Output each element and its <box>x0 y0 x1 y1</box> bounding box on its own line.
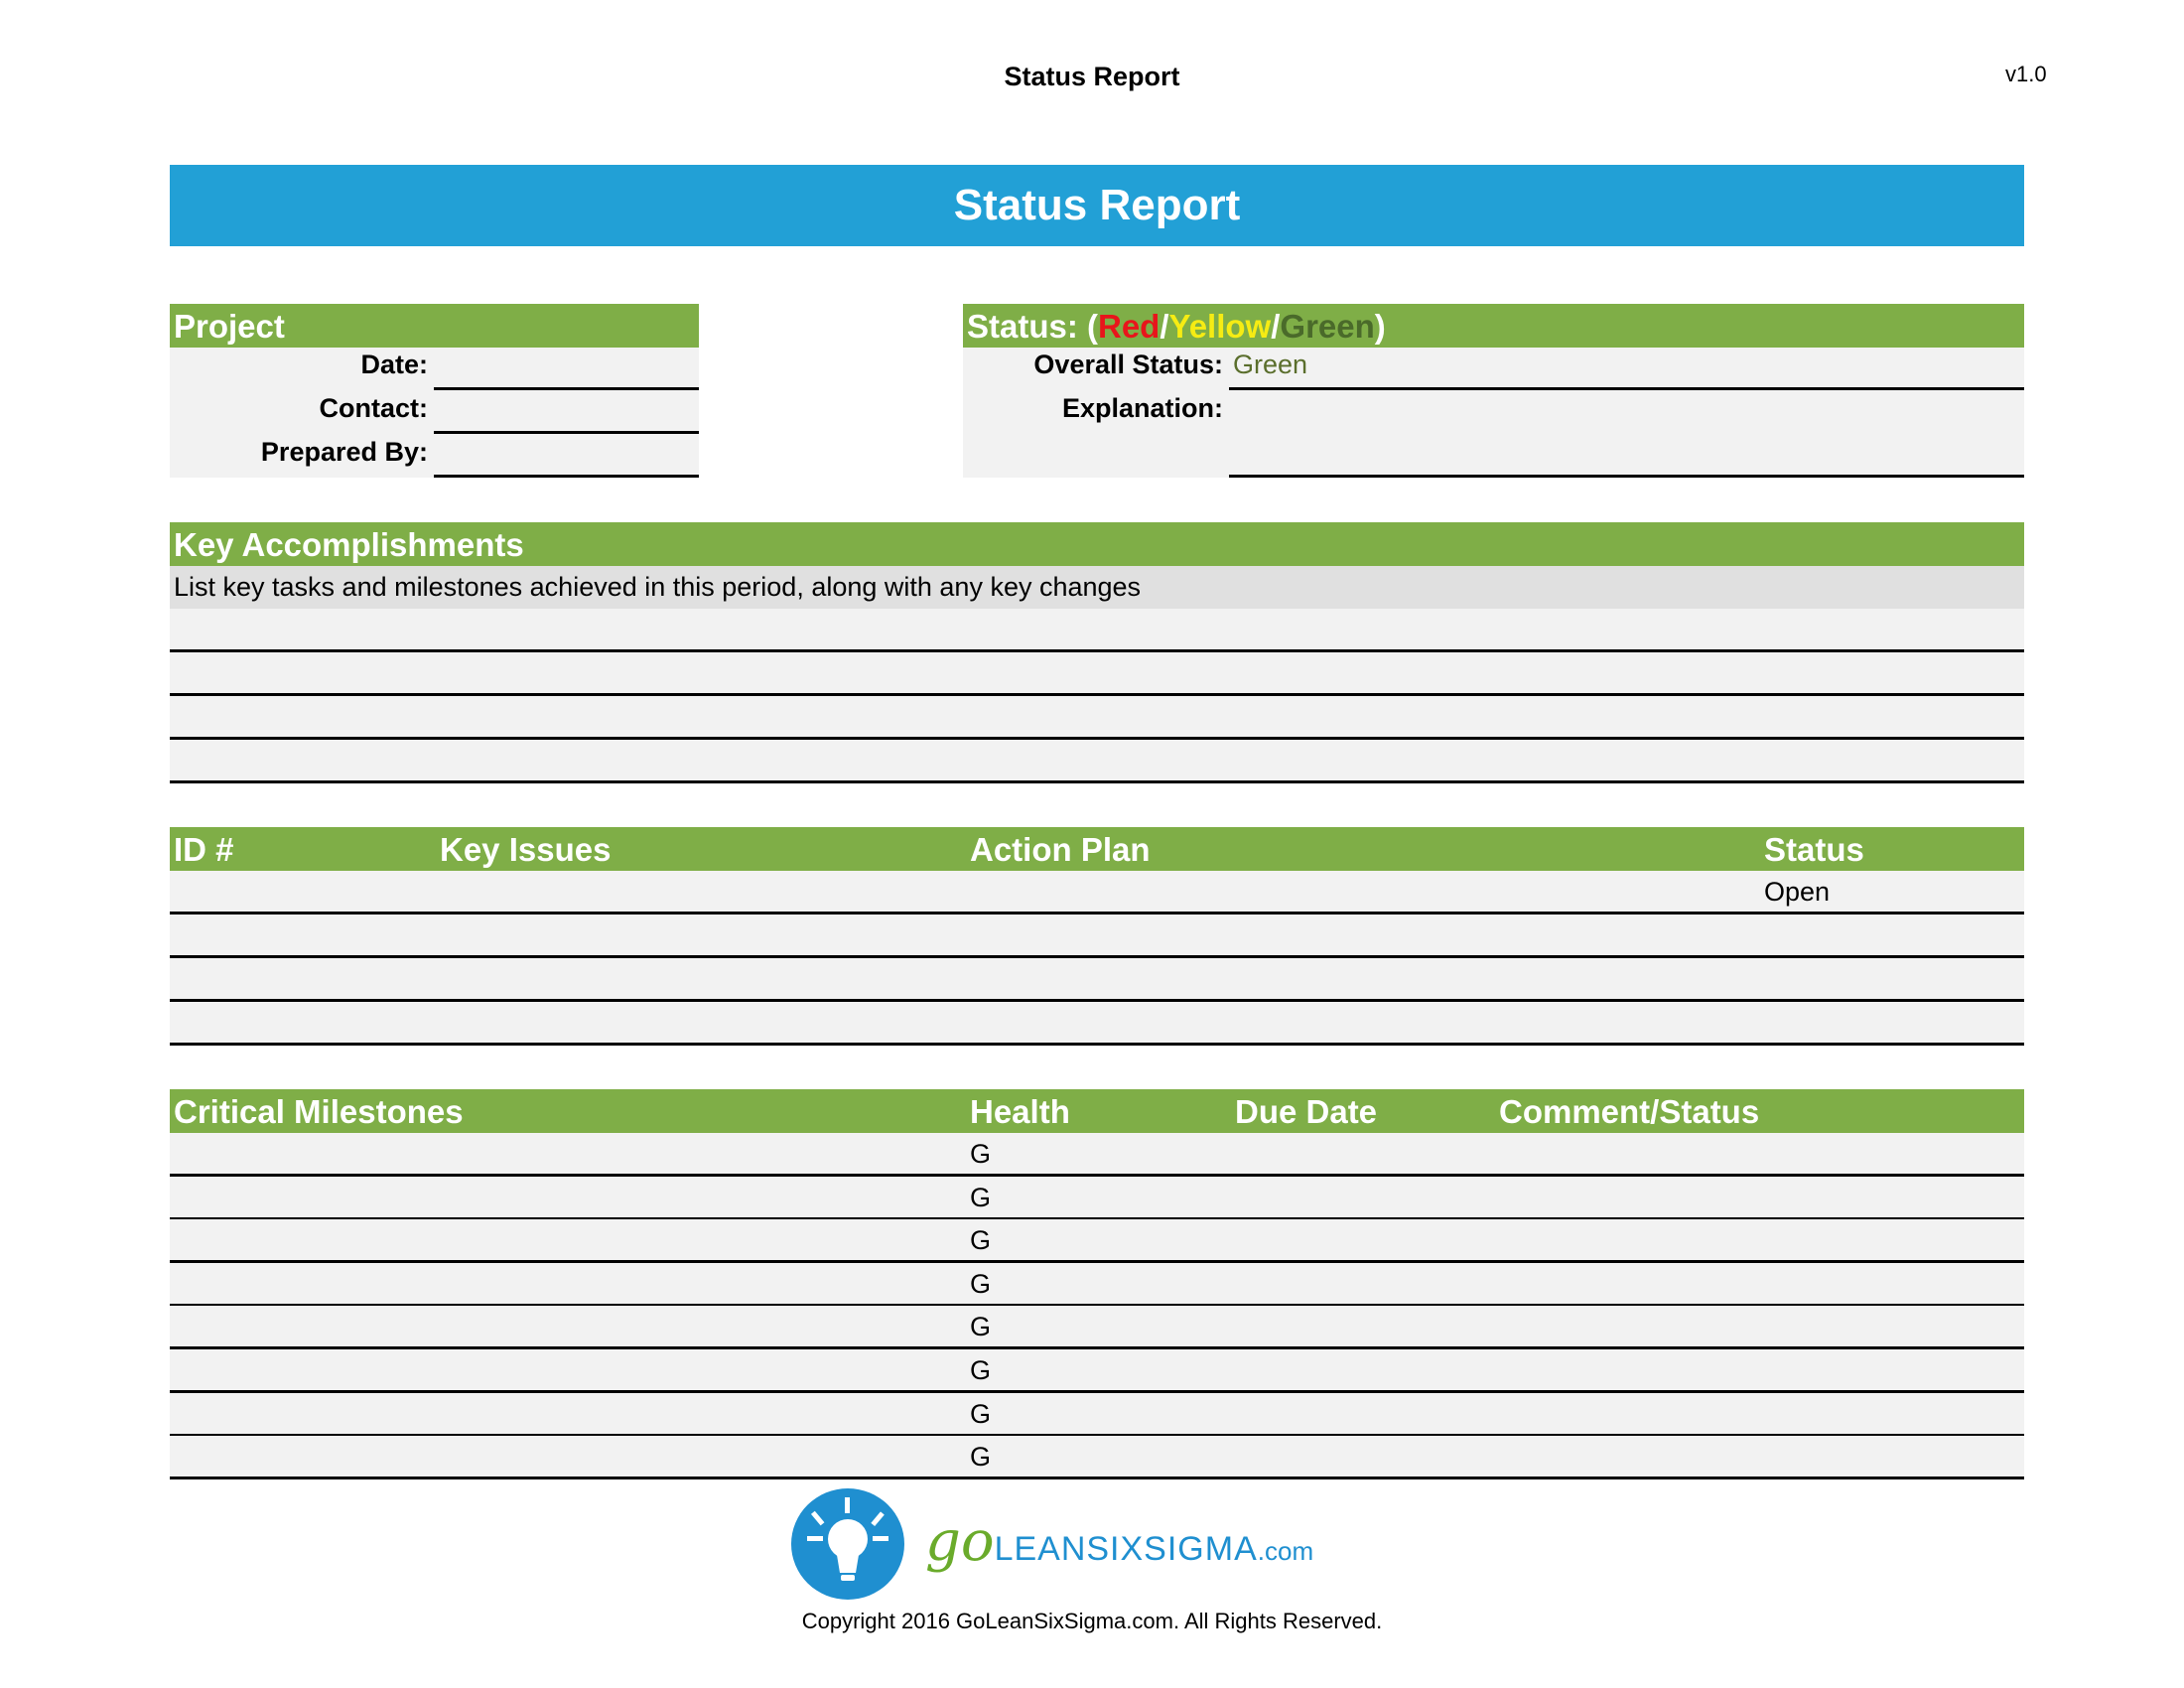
accomplishment-row[interactable] <box>170 740 2024 783</box>
prepared-by-field[interactable] <box>434 440 699 478</box>
lightbulb-icon <box>791 1488 904 1600</box>
contact-field[interactable] <box>434 396 699 434</box>
report-banner: Status Report <box>170 165 2024 246</box>
milestone-health[interactable]: G <box>970 1312 992 1342</box>
logo: goLEANSIXSIGMA.com <box>790 1487 1406 1601</box>
logo-com: .com <box>1257 1536 1314 1566</box>
milestone-health[interactable]: G <box>970 1225 992 1256</box>
milestone-row[interactable]: G <box>170 1392 2024 1437</box>
accomplishment-row[interactable] <box>170 609 2024 652</box>
accomplishments-description: List key tasks and milestones achieved i… <box>170 566 2024 609</box>
logo-text: LEANSIXSIGMA <box>994 1530 1258 1568</box>
col-id: ID # <box>174 831 234 868</box>
issues-header: ID # Key Issues Action Plan Status <box>170 827 2024 871</box>
milestone-row[interactable]: G <box>170 1349 2024 1393</box>
project-heading: Project <box>170 304 699 348</box>
logo-go: go <box>925 1509 995 1574</box>
status-green: Green <box>1280 308 1375 345</box>
status-yellow: Yellow <box>1168 308 1272 345</box>
issue-row[interactable] <box>170 958 2024 1002</box>
contact-label: Contact: <box>319 393 429 423</box>
status-red: Red <box>1098 308 1160 345</box>
col-health: Health <box>970 1093 1070 1130</box>
milestone-health[interactable]: G <box>970 1355 992 1385</box>
col-action-plan: Action Plan <box>970 831 1151 868</box>
milestone-row[interactable]: G <box>170 1262 2024 1307</box>
milestone-row[interactable]: G <box>170 1436 2024 1480</box>
accomplishments-heading: Key Accomplishments <box>170 522 2024 566</box>
accomplishment-row[interactable] <box>170 696 2024 740</box>
issue-row[interactable] <box>170 914 2024 958</box>
accomplishment-row[interactable] <box>170 652 2024 696</box>
status-sep: / <box>1271 308 1281 345</box>
status-sep: / <box>1160 308 1169 345</box>
col-critical-milestones: Critical Milestones <box>174 1093 464 1130</box>
date-field[interactable] <box>434 352 699 390</box>
milestone-health[interactable]: G <box>970 1139 992 1169</box>
col-status: Status <box>1764 831 1864 868</box>
milestone-row[interactable]: G <box>170 1133 2024 1177</box>
milestone-health[interactable]: G <box>970 1442 992 1473</box>
explanation-label: Explanation: <box>1061 393 1223 423</box>
milestone-row[interactable]: G <box>170 1306 2024 1350</box>
status-heading-prefix: Status: ( <box>967 308 1098 345</box>
milestones-header: Critical Milestones Health Due Date Comm… <box>170 1089 2024 1133</box>
banner-title: Status Report <box>953 181 1241 229</box>
milestone-row[interactable]: G <box>170 1219 2024 1264</box>
col-key-issues: Key Issues <box>440 831 612 868</box>
milestone-health[interactable]: G <box>970 1398 992 1429</box>
milestone-health[interactable]: G <box>970 1182 992 1212</box>
status-heading-suffix: ) <box>1374 308 1386 345</box>
col-comment-status: Comment/Status <box>1499 1093 1760 1130</box>
explanation-field[interactable] <box>1229 396 2024 478</box>
description-text: List key tasks and milestones achieved i… <box>174 572 1142 602</box>
col-due-date: Due Date <box>1235 1093 1378 1130</box>
issue-row[interactable]: Open <box>170 871 2024 914</box>
issue-row[interactable] <box>170 1002 2024 1046</box>
milestone-row[interactable]: G <box>170 1176 2024 1220</box>
milestone-health[interactable]: G <box>970 1268 992 1299</box>
issue-status[interactable]: Open <box>1764 877 1831 907</box>
copyright: Copyright 2016 GoLeanSixSigma.com. All R… <box>801 1609 1383 1633</box>
status-heading: Status: (Red/Yellow/Green) <box>963 304 2024 348</box>
overall-status-label: Overall Status: <box>1033 350 1223 379</box>
prepared-by-label: Prepared By: <box>260 437 428 467</box>
date-label: Date: <box>360 350 428 379</box>
overall-status-field[interactable]: Green <box>1229 350 2024 390</box>
version-label: v1.0 <box>2005 62 2047 86</box>
document-title: Status Report <box>1004 62 1180 91</box>
overall-status-value: Green <box>1233 350 1308 379</box>
